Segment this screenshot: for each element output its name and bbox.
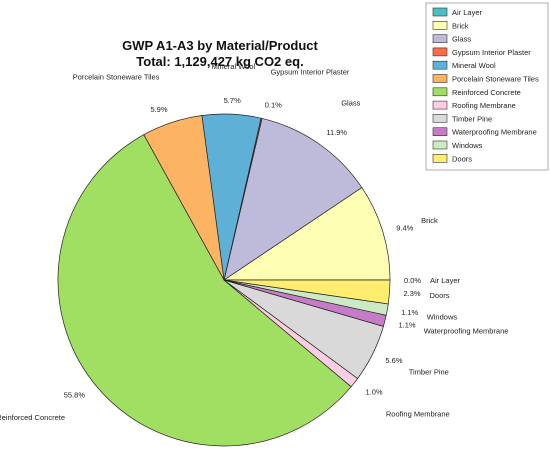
slice-percent-glass: 11.9% — [326, 128, 347, 137]
legend-swatch-air-layer — [432, 7, 448, 17]
legend-entry-porcelain-stoneware-tiles: Porcelain Stoneware Tiles — [452, 75, 539, 84]
slice-percent-air-layer: 0.0% — [404, 276, 421, 285]
slice-name-doors: Doors — [430, 291, 450, 300]
legend-entry-windows: Windows — [452, 141, 483, 150]
legend-items: Air Layer Brick Glass Gypsum Interior Plast… — [432, 7, 539, 163]
slice-percent-roofing-membrane: 1.0% — [366, 387, 383, 396]
chart-title: GWP A1-A3 by Material/Product — [122, 38, 318, 53]
slice-brick — [222, 186, 391, 281]
slice-name-glass: Glass — [341, 99, 360, 108]
slice-percent-timber-pine: 5.6% — [385, 356, 402, 365]
slice-percent-gypsum-interior-plaster: 0.1% — [265, 101, 282, 110]
legend-entry-reinforced-concrete: Reinforced Concrete — [452, 88, 521, 97]
slice-name-roofing-membrane: Roofing Membrane — [386, 409, 450, 418]
slice-percent-windows: 1.1% — [401, 308, 418, 317]
slice-percent-reinforced-concrete: 55.8% — [64, 390, 86, 399]
legend-entry-waterproofing-membrane: Waterproofing Membrane — [452, 128, 537, 137]
slice-percent-waterproofing-membrane: 1.1% — [399, 320, 416, 329]
slice-glass — [223, 117, 363, 281]
slice-name-timber-pine: Timber Pine — [409, 367, 449, 376]
legend-swatch-windows — [432, 140, 448, 150]
slice-name-reinforced-concrete: Reinforced Concrete — [0, 413, 65, 422]
legend-swatch-porcelain-stoneware-tiles — [432, 74, 448, 83]
legend-entry-gypsum-interior-plaster: Gypsum Interior Plaster — [452, 48, 531, 57]
legend-swatch-doors — [432, 154, 448, 163]
slice-labels: 0.0% Air Layer 9.4% Brick 11.9% Glass 0.1% Gyps… — [0, 62, 508, 422]
slice-percent-mineral-wool: 5.7% — [224, 96, 241, 105]
slice-percent-brick: 9.4% — [396, 224, 413, 233]
legend-entry-brick: Brick — [452, 21, 469, 30]
slice-percent-doors: 2.3% — [404, 289, 421, 298]
legend-swatch-reinforced-concrete — [432, 87, 448, 97]
slice-name-mineral-wool: Mineral Wool — [212, 62, 256, 71]
slice-name-porcelain-stoneware-tiles: Porcelain Stoneware Tiles — [73, 72, 160, 81]
legend-entry-doors: Doors — [452, 154, 472, 163]
legend-entry-timber-pine: Timber Pine — [452, 114, 492, 123]
slice-percent-porcelain-stoneware-tiles: 5.9% — [150, 105, 167, 114]
legend-entry-glass: Glass — [452, 35, 471, 44]
slice-name-brick: Brick — [421, 216, 438, 225]
legend-entry-mineral-wool: Mineral Wool — [452, 61, 496, 70]
slice-name-air-layer: Air Layer — [430, 276, 461, 285]
legend-swatch-waterproofing-membrane — [432, 127, 448, 136]
legend: Air Layer Brick Glass Gypsum Interior Plast… — [425, 2, 549, 171]
pie-slices — [57, 113, 391, 447]
slice-name-gypsum-interior-plaster: Gypsum Interior Plaster — [271, 67, 350, 76]
slice-doors — [223, 279, 391, 305]
legend-swatch-mineral-wool — [432, 60, 448, 70]
legend-swatch-brick — [432, 20, 448, 30]
legend-swatch-roofing-membrane — [432, 100, 448, 110]
legend-entry-roofing-membrane: Roofing Membrane — [452, 101, 516, 110]
legend-swatch-timber-pine — [432, 114, 448, 123]
legend-swatch-gypsum-interior-plaster — [432, 47, 448, 57]
legend-entry-air-layer: Air Layer — [452, 8, 483, 17]
legend-swatch-glass — [432, 34, 448, 43]
slice-name-windows: Windows — [427, 313, 458, 322]
slice-reinforced-concrete — [57, 134, 352, 447]
chart-subtitle: Total: 1,129,427 kg CO2 eq. — [136, 54, 303, 69]
slice-name-waterproofing-membrane: Waterproofing Membrane — [424, 327, 509, 336]
